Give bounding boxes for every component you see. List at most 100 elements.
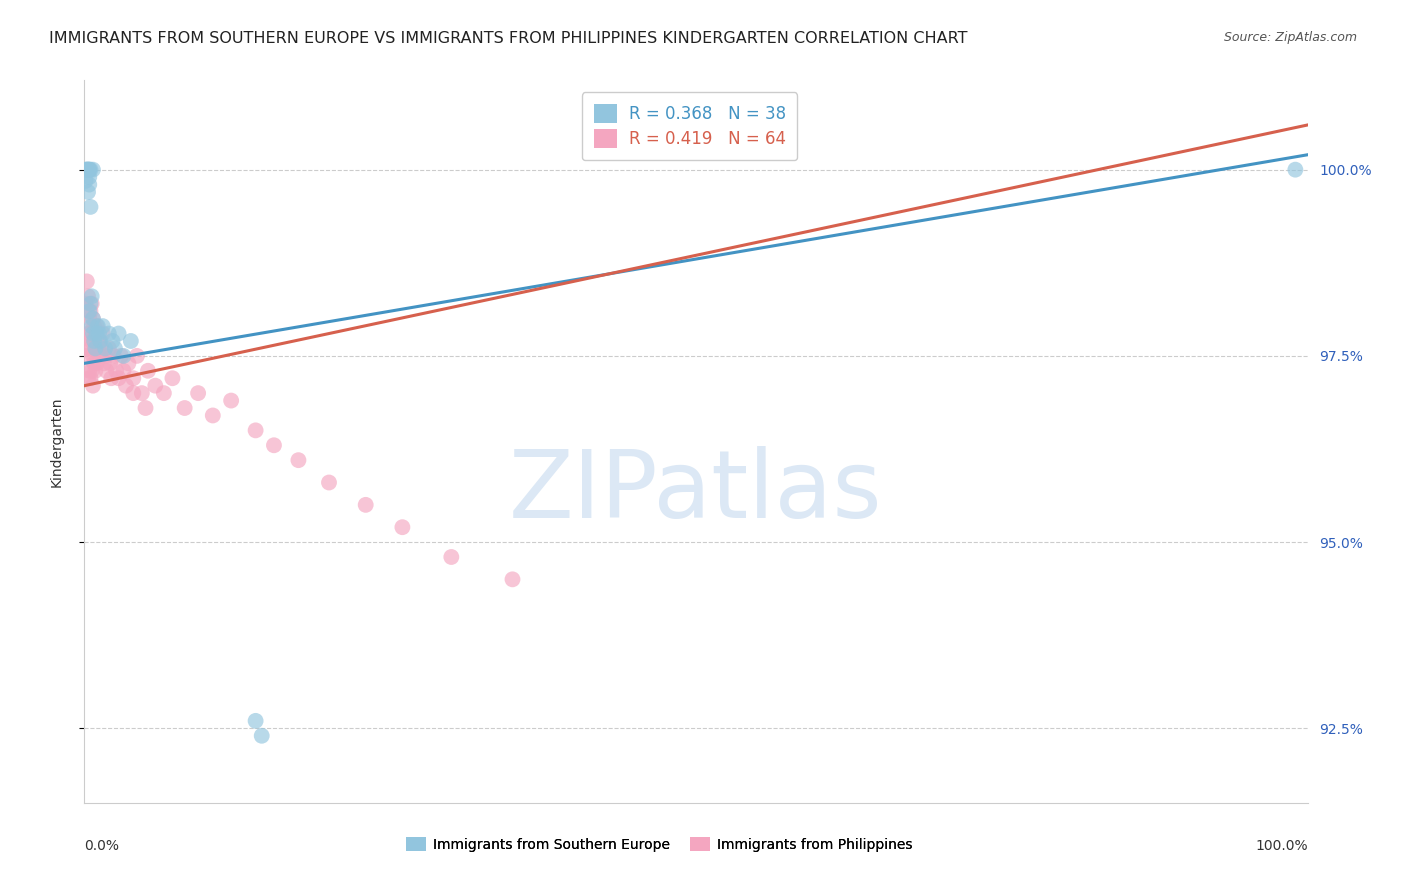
Point bbox=[131, 386, 153, 401]
Point bbox=[77, 170, 100, 185]
Point bbox=[77, 162, 100, 177]
Point bbox=[87, 342, 110, 356]
Point bbox=[82, 311, 104, 326]
Point bbox=[83, 334, 105, 348]
Point bbox=[136, 364, 159, 378]
Point bbox=[98, 356, 121, 370]
Point bbox=[86, 319, 108, 334]
Point bbox=[75, 326, 97, 341]
Point bbox=[82, 378, 104, 392]
Point bbox=[77, 162, 100, 177]
Point bbox=[87, 326, 110, 341]
Y-axis label: Kindergarten: Kindergarten bbox=[49, 396, 63, 487]
Point bbox=[107, 371, 129, 385]
Legend: Immigrants from Southern Europe, Immigrants from Philippines: Immigrants from Southern Europe, Immigra… bbox=[401, 831, 918, 857]
Point bbox=[86, 326, 108, 341]
Point bbox=[79, 200, 101, 214]
Point bbox=[101, 334, 124, 348]
Point bbox=[89, 349, 111, 363]
Point bbox=[100, 371, 122, 385]
Point bbox=[77, 371, 100, 385]
Text: 0.0%: 0.0% bbox=[84, 838, 120, 853]
Point bbox=[87, 334, 110, 348]
Point bbox=[75, 162, 97, 177]
Point bbox=[201, 409, 224, 423]
Point bbox=[77, 311, 100, 326]
Point bbox=[82, 162, 104, 177]
Point bbox=[245, 423, 267, 437]
Point bbox=[79, 371, 101, 385]
Point bbox=[91, 326, 114, 341]
Point bbox=[79, 162, 101, 177]
Point bbox=[79, 342, 101, 356]
Point bbox=[76, 274, 98, 288]
Point bbox=[77, 162, 100, 177]
Point bbox=[82, 311, 104, 326]
Point bbox=[80, 319, 103, 334]
Point bbox=[103, 349, 125, 363]
Point bbox=[135, 401, 157, 415]
Point bbox=[143, 378, 166, 392]
Point bbox=[263, 438, 285, 452]
Point bbox=[122, 386, 145, 401]
Point bbox=[77, 178, 100, 192]
Point bbox=[112, 364, 135, 378]
Point bbox=[354, 498, 377, 512]
Point bbox=[120, 334, 142, 348]
Point bbox=[79, 297, 101, 311]
Point bbox=[502, 572, 524, 586]
Text: ZIPatlas: ZIPatlas bbox=[509, 446, 883, 538]
Point bbox=[93, 356, 115, 370]
Point bbox=[86, 356, 108, 370]
Point bbox=[219, 393, 242, 408]
Point bbox=[76, 162, 98, 177]
Point bbox=[105, 364, 128, 378]
Point bbox=[97, 326, 120, 341]
Point bbox=[82, 326, 104, 341]
Point bbox=[75, 297, 97, 311]
Point bbox=[80, 364, 103, 378]
Point bbox=[125, 349, 148, 363]
Point bbox=[153, 386, 176, 401]
Point bbox=[87, 319, 110, 334]
Point bbox=[77, 304, 100, 318]
Point bbox=[94, 349, 117, 363]
Point bbox=[187, 386, 209, 401]
Point bbox=[94, 342, 117, 356]
Text: Source: ZipAtlas.com: Source: ZipAtlas.com bbox=[1223, 31, 1357, 45]
Point bbox=[250, 729, 273, 743]
Point bbox=[122, 371, 145, 385]
Point bbox=[117, 356, 139, 370]
Point bbox=[79, 304, 101, 318]
Point bbox=[76, 349, 98, 363]
Point bbox=[318, 475, 340, 490]
Point bbox=[440, 549, 463, 564]
Point bbox=[77, 185, 100, 199]
Point bbox=[287, 453, 309, 467]
Point bbox=[80, 297, 103, 311]
Text: IMMIGRANTS FROM SOUTHERN EUROPE VS IMMIGRANTS FROM PHILIPPINES KINDERGARTEN CORR: IMMIGRANTS FROM SOUTHERN EUROPE VS IMMIG… bbox=[49, 31, 967, 46]
Point bbox=[82, 349, 104, 363]
Point bbox=[83, 319, 105, 334]
Point bbox=[80, 334, 103, 348]
Point bbox=[77, 364, 100, 378]
Point bbox=[97, 342, 120, 356]
Point bbox=[1284, 162, 1306, 177]
Point bbox=[77, 162, 100, 177]
Point bbox=[80, 289, 103, 303]
Point bbox=[91, 319, 114, 334]
Point bbox=[84, 342, 107, 356]
Point bbox=[84, 364, 107, 378]
Point bbox=[77, 289, 100, 303]
Point bbox=[83, 356, 105, 370]
Point bbox=[162, 371, 184, 385]
Point bbox=[245, 714, 267, 728]
Point bbox=[76, 162, 98, 177]
Point bbox=[107, 326, 129, 341]
Point bbox=[75, 174, 97, 188]
Text: 100.0%: 100.0% bbox=[1256, 838, 1308, 853]
Point bbox=[115, 378, 138, 392]
Point bbox=[90, 342, 112, 356]
Point bbox=[77, 342, 100, 356]
Point bbox=[173, 401, 195, 415]
